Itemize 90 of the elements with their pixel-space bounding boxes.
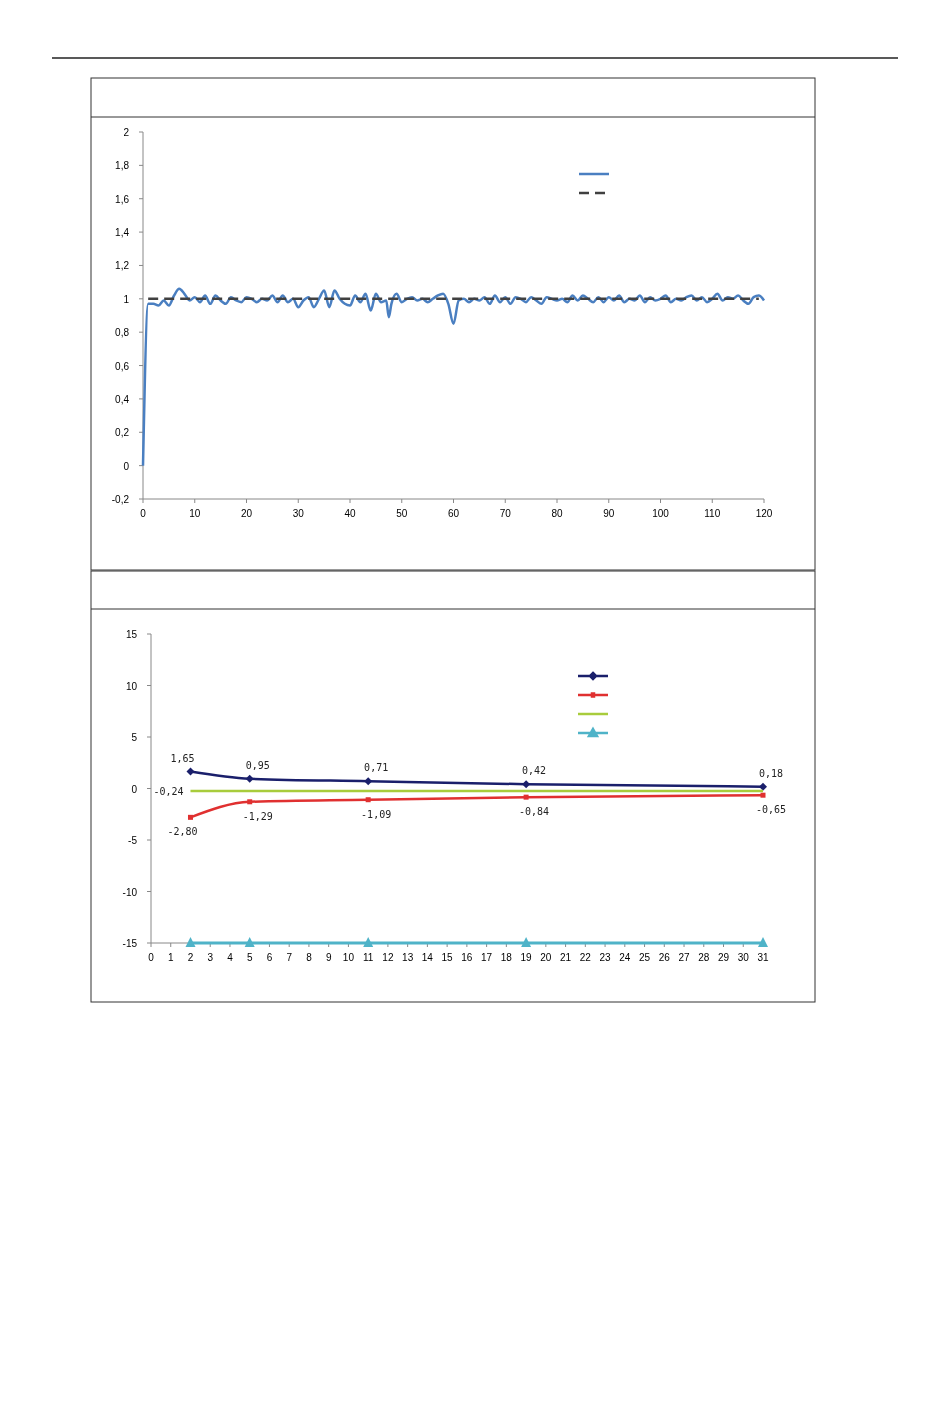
- x-tick-label: 9: [325, 952, 332, 963]
- y-tick-label: 0,4: [115, 393, 130, 405]
- point: [247, 799, 253, 805]
- point: [186, 767, 195, 776]
- x-tick-label: 4: [227, 952, 234, 963]
- data-label: 1,65: [170, 752, 195, 764]
- y-tick-label: -0,2: [111, 494, 130, 505]
- x-tick-label: 5: [246, 952, 253, 963]
- x-tick-label: 1: [167, 952, 174, 963]
- x-tick-label: 12: [382, 952, 394, 963]
- data-label: 0,71: [364, 762, 389, 774]
- point: [522, 780, 531, 789]
- x-tick-label: 19: [520, 952, 533, 963]
- y-tick-label: 0,6: [115, 360, 130, 372]
- data-label: -2,80: [167, 826, 198, 838]
- y-tick-label: 1,2: [115, 260, 130, 272]
- y-tick-label: 1,6: [115, 193, 130, 205]
- y-tick-label: 0,2: [115, 427, 130, 439]
- y-tick-label: -10: [122, 886, 138, 898]
- y-tick-label: 1: [123, 293, 130, 305]
- point: [363, 937, 374, 947]
- x-tick-label: 0: [148, 952, 155, 963]
- x-tick-label: 26: [658, 952, 671, 963]
- x-tick-label: 11: [362, 952, 374, 963]
- y-tick-label: 2: [123, 127, 130, 138]
- point: [521, 937, 532, 947]
- x-tick-label: 70: [499, 508, 512, 519]
- y-tick-label: 1,4: [115, 227, 130, 239]
- x-tick-label: 30: [292, 508, 305, 519]
- x-tick-label: 3: [207, 952, 214, 963]
- x-tick-label: 24: [619, 952, 631, 963]
- x-tick-label: 10: [189, 508, 201, 519]
- data-label: -0,65: [755, 804, 787, 816]
- x-tick-label: 80: [551, 508, 563, 519]
- data-label: 0,95: [245, 759, 270, 771]
- point: [244, 937, 255, 947]
- data-label: -0,84: [519, 806, 550, 818]
- point: [187, 814, 193, 820]
- y-tick-label: -15: [122, 938, 138, 949]
- y-tick-label: 10: [125, 680, 138, 692]
- x-tick-label: 28: [698, 952, 710, 963]
- data-label: -1,09: [361, 808, 392, 820]
- y-tick-label: 15: [125, 629, 138, 640]
- x-tick-label: 21: [560, 952, 572, 963]
- data-label: 0,42: [522, 765, 547, 777]
- x-tick-label: 8: [306, 952, 313, 963]
- point: [759, 782, 767, 791]
- x-tick-label: 30: [737, 952, 750, 963]
- y-tick-label: 5: [131, 732, 138, 743]
- x-tick-label: 100: [652, 508, 670, 519]
- x-tick-label: 16: [461, 952, 473, 963]
- x-tick-label: 29: [717, 952, 730, 963]
- x-tick-label: 60: [447, 508, 460, 519]
- y-tick-label: 0: [131, 783, 138, 795]
- x-tick-label: 10: [342, 952, 355, 963]
- point: [760, 792, 766, 798]
- x-tick-label: 17: [481, 952, 493, 963]
- x-tick-label: 14: [421, 952, 434, 963]
- x-tick-label: 7: [286, 952, 293, 963]
- y-tick-label: 0: [123, 460, 130, 472]
- point: [365, 797, 371, 803]
- x-tick-label: 120: [755, 508, 773, 519]
- point: [185, 937, 196, 947]
- y-tick-label: 0,8: [115, 327, 130, 339]
- x-tick-label: 20: [240, 508, 253, 519]
- y-tick-label: -5: [128, 835, 138, 846]
- x-tick-label: 6: [266, 952, 273, 963]
- x-tick-label: 25: [638, 952, 651, 963]
- data-label: -0,24: [153, 785, 184, 797]
- x-tick-label: 2: [187, 952, 194, 963]
- x-tick-label: 22: [579, 952, 592, 963]
- x-tick-label: 20: [540, 952, 552, 963]
- x-tick-label: 40: [344, 508, 356, 519]
- point: [523, 794, 529, 800]
- x-tick-label: 18: [500, 952, 513, 963]
- data-label: -1,29: [242, 810, 273, 822]
- x-tick-label: 0: [140, 508, 147, 519]
- x-tick-label: 23: [599, 952, 612, 963]
- x-tick-label: 90: [603, 508, 615, 519]
- point: [245, 774, 254, 783]
- x-tick-label: 13: [402, 952, 414, 963]
- data-label: 0,18: [758, 767, 784, 779]
- y-tick-label: 1,8: [115, 160, 130, 172]
- x-tick-label: 27: [678, 952, 691, 963]
- x-tick-label: 31: [757, 952, 769, 963]
- x-tick-label: 15: [441, 952, 454, 963]
- point: [758, 937, 768, 947]
- point: [364, 777, 373, 786]
- x-tick-label: 110: [704, 508, 721, 519]
- x-tick-label: 50: [396, 508, 408, 519]
